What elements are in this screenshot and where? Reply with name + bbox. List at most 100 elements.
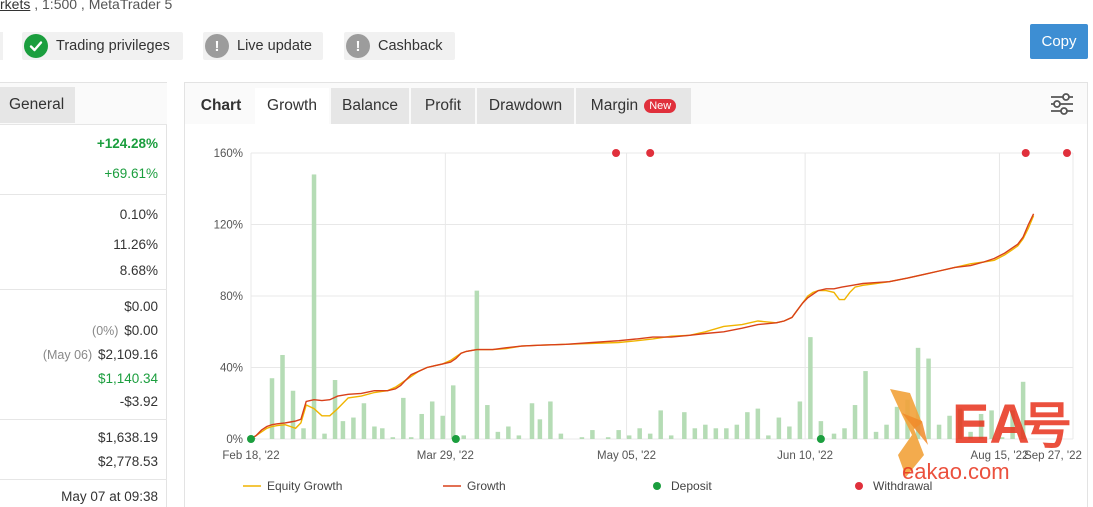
- profit-bar: [616, 430, 621, 439]
- tab-drawdown[interactable]: Drawdown: [477, 88, 574, 124]
- legend-label: Deposit: [671, 479, 712, 493]
- chart-tabs-label: Chart: [200, 97, 242, 114]
- x-tick-label: Mar 29, '22: [417, 450, 474, 462]
- profit-bar: [797, 401, 803, 439]
- check-icon: [24, 34, 48, 58]
- privilege-trading[interactable]: Trading privileges: [22, 32, 183, 60]
- profit-bar: [776, 417, 782, 439]
- stats-panel: General +124.28% +69.61% 0.10% 11.26% 8.…: [0, 82, 167, 507]
- separator: [0, 289, 167, 290]
- x-tick-label: Aug 15, '22: [971, 450, 1029, 462]
- new-badge: New: [644, 99, 677, 113]
- privilege-cashback[interactable]: ! Cashback: [344, 32, 455, 60]
- legend-label: Growth: [467, 479, 506, 493]
- stat-updated: May 07 at 09:38: [61, 489, 158, 504]
- stat-drawdown: 8.68%: [119, 263, 158, 278]
- profit-bar: [605, 437, 611, 439]
- tab-growth[interactable]: Growth: [255, 88, 329, 124]
- profit-bar: [818, 421, 824, 439]
- profit-bar: [936, 424, 942, 439]
- profit-bar: [311, 174, 317, 439]
- profit-bar: [852, 405, 858, 439]
- profit-bar: [380, 428, 385, 439]
- exclamation-icon: !: [205, 34, 229, 58]
- profit-bar: [658, 410, 663, 439]
- profit-bar: [745, 412, 750, 439]
- withdrawal-marker: [1021, 149, 1030, 157]
- svg-text:号: 号: [1022, 398, 1072, 454]
- profit-bar: [401, 397, 406, 439]
- profit-bar: [548, 401, 553, 439]
- profit-bar: [558, 433, 564, 439]
- profit-bar: [831, 433, 837, 439]
- profit-bar: [419, 413, 424, 439]
- profit-bar: [440, 415, 445, 439]
- profit-bar: [332, 380, 338, 439]
- exclamation-icon: !: [346, 34, 370, 58]
- profit-bar: [947, 415, 952, 439]
- profit-bar: [713, 428, 719, 439]
- stat-equity-value: $0.00: [124, 323, 158, 338]
- legend-label: Equity Growth: [267, 479, 342, 493]
- y-tick-label: 160%: [214, 148, 243, 160]
- x-tick-label: Sep 27, '22: [1024, 450, 1082, 462]
- profit-bar: [495, 431, 501, 439]
- x-tick-label: May 05, '22: [597, 450, 656, 462]
- profit-bar: [999, 437, 1005, 439]
- profit-bar: [755, 408, 761, 439]
- privilege-label: Live update: [237, 38, 312, 54]
- profit-bar: [863, 371, 868, 439]
- profit-bar: [361, 403, 367, 439]
- growth-chart: 0% 40% 80% 120% 160% Feb 18, '22 Mar 29, '22 Ma…: [214, 148, 1082, 493]
- profit-bar: [529, 403, 535, 439]
- legend-label: Withdrawal: [873, 479, 932, 493]
- stat-daily: 0.10%: [119, 207, 158, 222]
- profit-bar: [647, 433, 653, 439]
- stat-monthly: 11.26%: [113, 237, 158, 252]
- profit-bar: [926, 358, 931, 439]
- profit-bar: [787, 426, 792, 439]
- stat-equity-pct: (0%): [92, 324, 119, 338]
- growth-line: [250, 213, 1035, 440]
- deposit-marker: [816, 435, 825, 443]
- stat-interest: -$3.92: [119, 394, 158, 409]
- tab-margin-label: Margin: [590, 97, 639, 114]
- profit-bar: [461, 435, 466, 439]
- tab-margin[interactable]: Margin New: [576, 88, 691, 124]
- profit-bar: [301, 428, 306, 439]
- profit-bar: [590, 430, 595, 439]
- profit-bar: [340, 421, 346, 439]
- stat-abs-gain: +69.61%: [104, 166, 158, 181]
- privilege-live-update[interactable]: ! Live update: [203, 32, 323, 60]
- profit-bar: [703, 424, 708, 439]
- tab-profit[interactable]: Profit: [411, 88, 475, 124]
- profit-bar: [692, 428, 698, 439]
- deposit-marker: [451, 435, 460, 443]
- tab-balance[interactable]: Balance: [331, 88, 409, 124]
- profit-bar: [724, 428, 729, 439]
- stat-profit: $1,140.34: [97, 371, 158, 386]
- profit-bar: [766, 435, 771, 439]
- profit-bar: [372, 426, 377, 439]
- profit-bar: [637, 428, 642, 439]
- profit-bar: [516, 435, 522, 439]
- withdrawal-marker: [646, 149, 655, 157]
- account-details: , 1:500 , MetaTrader 5: [30, 0, 173, 12]
- profit-bar: [915, 347, 921, 439]
- x-tick-label: Jun 10, '22: [777, 450, 833, 462]
- separator: [0, 419, 167, 420]
- privilege-label: Trading privileges: [56, 38, 170, 54]
- legend-swatch: [855, 482, 863, 490]
- profit-bar: [474, 290, 480, 439]
- withdrawal-marker: [1063, 149, 1071, 157]
- broker-link[interactable]: rkets: [0, 0, 31, 12]
- profit-bar: [734, 424, 740, 439]
- y-tick-label: 120%: [214, 220, 243, 232]
- profit-bar: [429, 401, 435, 439]
- stat-highest-date: (May 06): [42, 348, 93, 362]
- filter-settings-icon[interactable]: [1049, 91, 1075, 117]
- chart-panel: Chart Growth Balance Profit Drawdown Mar…: [184, 82, 1088, 507]
- copy-button[interactable]: Copy: [1030, 24, 1088, 59]
- tab-general[interactable]: General: [0, 87, 75, 123]
- stat-equity: (0%) $0.00: [92, 323, 158, 338]
